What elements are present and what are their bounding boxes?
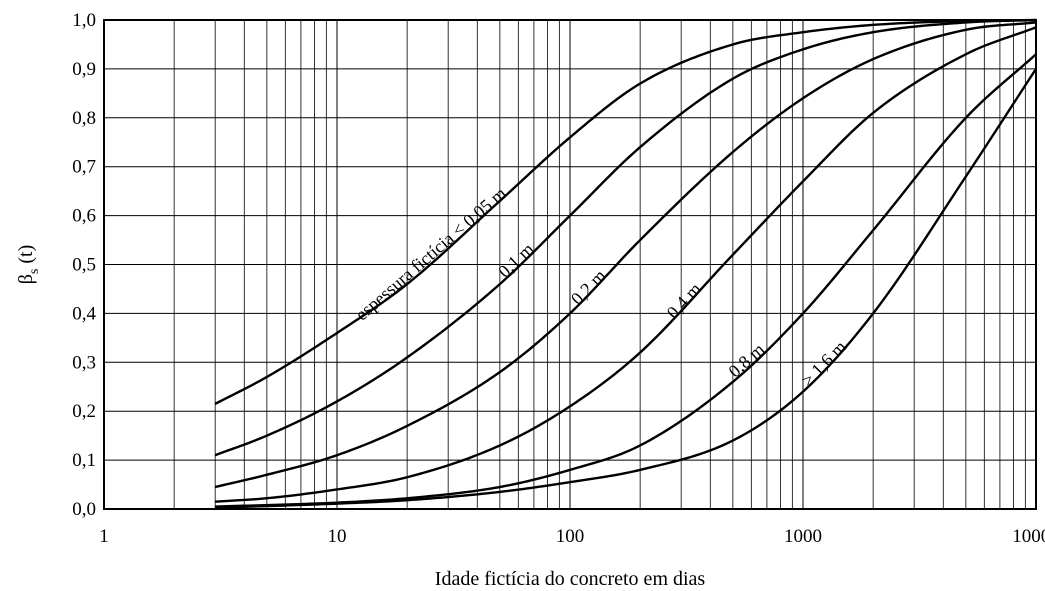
series-label: 0,1 m [494, 239, 538, 282]
x-axis-title: Idade fictícia do concreto em dias [435, 568, 706, 590]
y-tick-label: 0,2 [72, 401, 96, 422]
series-label: 0,2 m [567, 265, 610, 308]
y-tick-labels: 0,0 0,1 0,2 0,3 0,4 0,5 0,6 0,7 0,8 0,9 1,0 [72, 10, 96, 520]
y-tick-label: 0,6 [72, 206, 96, 227]
x-tick-label: 10 [328, 526, 347, 547]
y-axis-title: βs (t) [15, 245, 42, 285]
y-axis-title-subscript: s [27, 269, 42, 274]
series-label: > 1,6 m [797, 336, 850, 390]
y-tick-label: 0,8 [72, 108, 96, 129]
series-label: 0,4 m [663, 279, 706, 323]
y-axis-title-rest: (t) [15, 245, 37, 269]
curve-labels: espessura fictícia < 0,05 m0,1 m 0,2 m 0,4… [352, 183, 851, 390]
y-tick-label: 1,0 [72, 10, 96, 31]
y-tick-label: 0,7 [72, 157, 96, 178]
series-label: 0,8 m [724, 339, 768, 381]
series-curve [215, 26, 1037, 503]
series-curve [215, 53, 1037, 508]
plot-frame [103, 19, 1037, 510]
series-curve [214, 21, 1037, 489]
y-axis-title-main: β [15, 274, 37, 284]
x-tick-label: 1 [99, 526, 109, 547]
series-curve [214, 18, 1037, 457]
y-tick-label: 0,5 [72, 255, 96, 276]
series-curve [214, 18, 1037, 405]
y-tick-label: 0,0 [72, 499, 96, 520]
x-tick-labels: 1 10 100 1000 10000 [99, 526, 1045, 547]
major-gridlines [103, 19, 1037, 510]
x-tick-label: 10000 [1012, 526, 1045, 547]
series-curve [215, 68, 1038, 509]
y-tick-label: 0,9 [72, 59, 96, 80]
x-tick-label: 1000 [784, 526, 822, 547]
curves [214, 18, 1038, 509]
series-label: espessura fictícia < 0,05 m [352, 183, 510, 324]
y-tick-label: 0,3 [72, 352, 96, 373]
x-tick-label: 100 [556, 526, 585, 547]
y-tick-label: 0,1 [72, 450, 96, 471]
y-tick-label: 0,4 [72, 303, 96, 324]
